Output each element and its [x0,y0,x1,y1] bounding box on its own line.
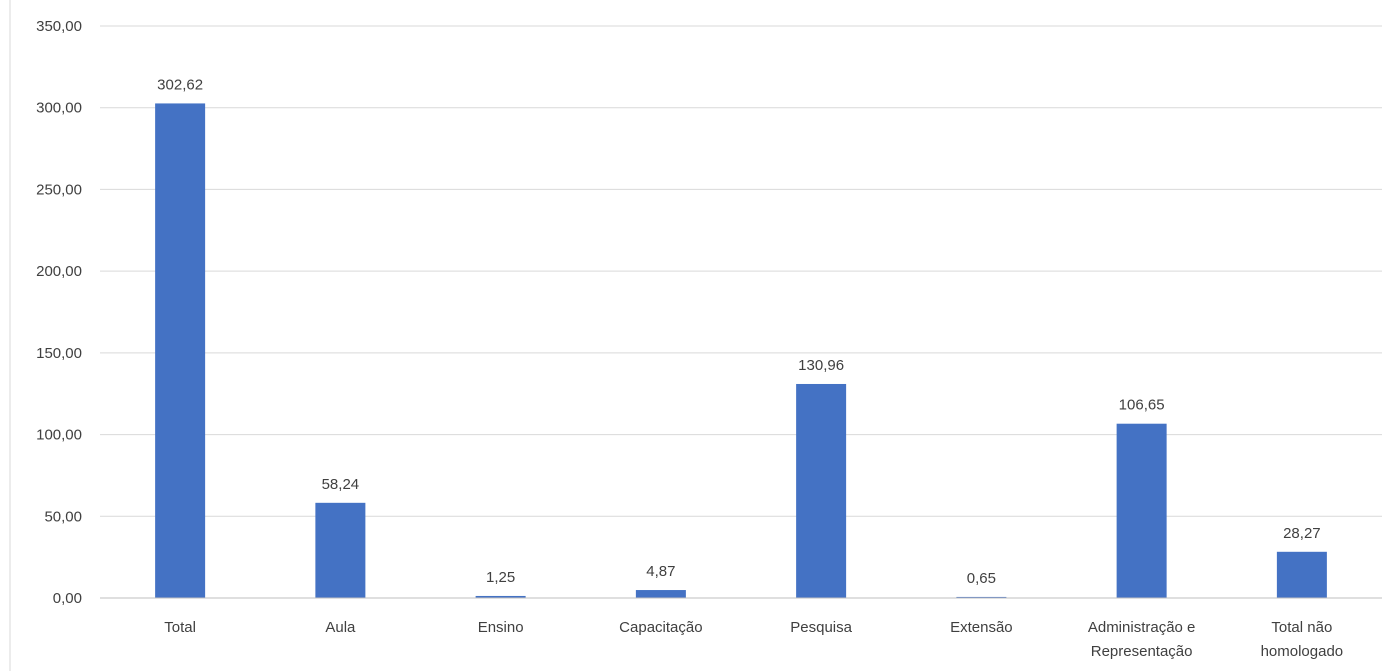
category-label: Total não [1271,619,1332,636]
y-tick-label: 350,00 [36,18,82,35]
bars [155,103,1327,598]
y-tick-label: 300,00 [36,100,82,117]
y-axis-tick-labels: 0,00 50,00 100,00 150,00 200,00 250,00 300,00 3… [36,18,82,607]
data-labels: 302,62 58,24 1,25 4,87 130,96 0,65 106,65 28,27 [157,76,1320,587]
bar [1276,551,1327,598]
data-label: 58,24 [322,476,360,493]
category-label: Aula [325,619,356,636]
bar [1116,423,1167,598]
data-label: 130,96 [798,357,844,374]
gridlines [100,25,1382,517]
category-label: Total [164,619,196,636]
category-label: homologado [1261,643,1344,660]
bar [956,596,1007,598]
category-label: Extensão [950,619,1013,636]
y-tick-label: 50,00 [44,508,82,525]
bar [315,502,366,598]
category-label: Administração e [1088,619,1196,636]
bar [635,590,686,598]
bar [155,103,206,598]
category-label: Capacitação [619,619,702,636]
category-label: Pesquisa [790,619,852,636]
category-label: Ensino [478,619,524,636]
data-label: 4,87 [646,563,675,580]
y-tick-label: 250,00 [36,181,82,198]
y-tick-label: 150,00 [36,345,82,362]
data-label: 28,27 [1283,525,1321,542]
bar [796,383,847,598]
category-labels: Total Aula Ensino Capacitação Pesquisa Extens… [164,619,1343,660]
data-label: 1,25 [486,569,515,586]
y-tick-label: 0,00 [53,590,82,607]
y-tick-label: 200,00 [36,263,82,280]
data-label: 106,65 [1119,397,1165,414]
data-label: 0,65 [967,570,996,587]
category-label: Representação [1091,643,1193,660]
data-label: 302,62 [157,76,203,93]
bar [475,595,526,598]
y-tick-label: 100,00 [36,427,82,444]
